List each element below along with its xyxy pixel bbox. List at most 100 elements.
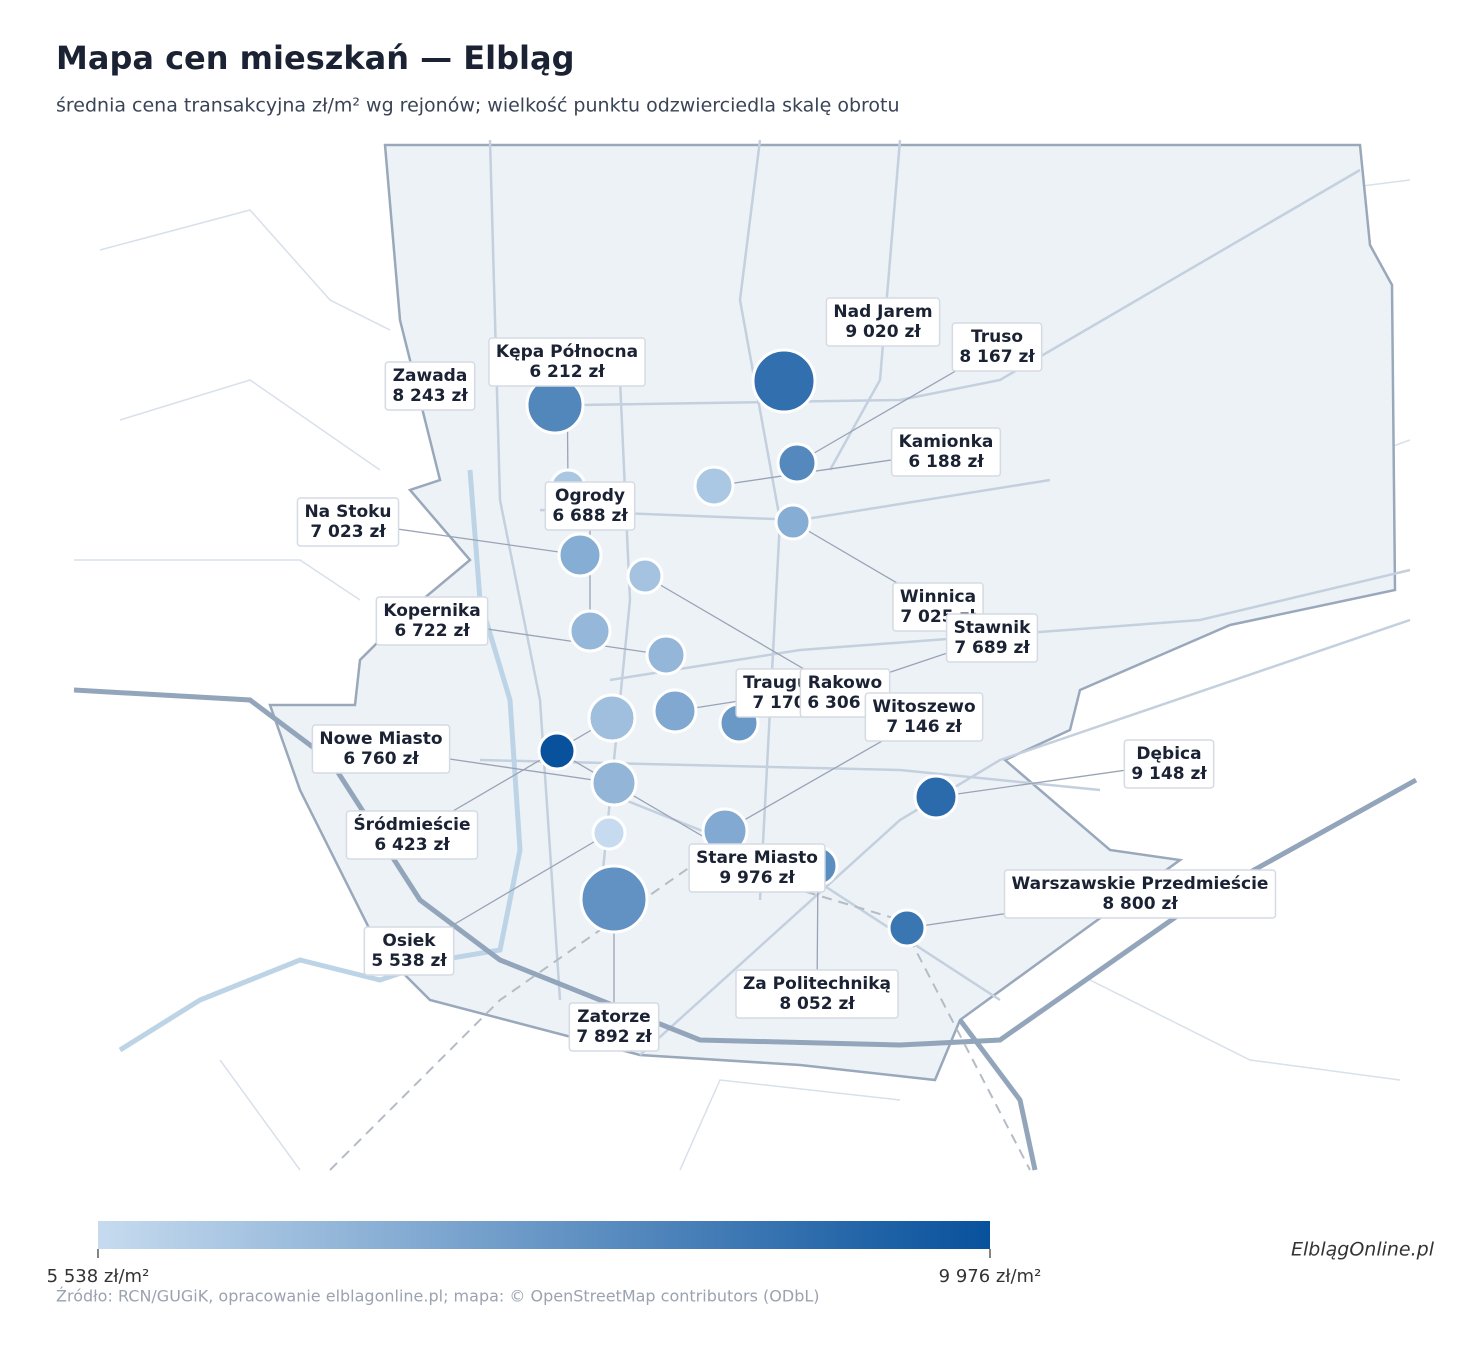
label-box bbox=[544, 481, 636, 531]
label-box bbox=[945, 613, 1039, 663]
district-name: Kępa Północna bbox=[496, 342, 638, 362]
district-name: Nowe Miasto bbox=[319, 729, 442, 749]
district-name: Witoszewo bbox=[872, 697, 975, 717]
district-price: 7 892 zł bbox=[576, 1027, 652, 1047]
district-name: Kopernika bbox=[383, 601, 480, 621]
colorbar bbox=[98, 1221, 990, 1249]
bubble bbox=[887, 908, 927, 948]
district-price: 9 976 zł bbox=[719, 868, 795, 888]
district-name: Osiek bbox=[382, 931, 436, 951]
label-box bbox=[345, 810, 479, 860]
bubble bbox=[652, 688, 698, 734]
label-box bbox=[951, 322, 1043, 372]
district-name: Warszawskie Przedmieście bbox=[1012, 874, 1269, 894]
district-price: 5 538 zł bbox=[371, 951, 447, 971]
district-price: 6 722 zł bbox=[394, 621, 470, 641]
district-name: Stawnik bbox=[954, 618, 1031, 638]
district-price: 6 760 zł bbox=[343, 749, 419, 769]
district-price: 6 306 zł bbox=[807, 693, 883, 713]
label-box bbox=[363, 926, 455, 976]
district-name: Dębica bbox=[1136, 744, 1201, 764]
chart-title: Mapa cen mieszkań — Elbląg bbox=[56, 39, 575, 77]
district-price: 8 052 zł bbox=[779, 994, 855, 1014]
district-name: Zatorze bbox=[577, 1007, 650, 1027]
district-price: 6 688 zł bbox=[552, 506, 628, 526]
label-box bbox=[1123, 739, 1215, 789]
bubble bbox=[587, 693, 637, 743]
river bbox=[118, 469, 523, 1053]
label-box bbox=[825, 297, 941, 347]
district-price: 6 423 zł bbox=[374, 835, 450, 855]
label-box bbox=[864, 692, 984, 742]
label-box bbox=[568, 1002, 660, 1052]
label-box bbox=[1003, 869, 1277, 919]
district-price: 9 148 zł bbox=[1131, 764, 1207, 784]
bubble bbox=[590, 759, 638, 807]
district-price: 7 023 zł bbox=[310, 522, 386, 542]
district-price: 7 689 zł bbox=[954, 638, 1030, 658]
label-box bbox=[375, 596, 489, 646]
district-price: 8 800 zł bbox=[1102, 894, 1178, 914]
district-price: 6 212 zł bbox=[529, 362, 605, 382]
logo: ElblągOnline.pl bbox=[1291, 1239, 1435, 1261]
label-box bbox=[488, 337, 646, 387]
main-road bbox=[73, 687, 1418, 1048]
district-name: Kamionka bbox=[899, 432, 994, 452]
bubble bbox=[913, 774, 959, 820]
district-name: Za Politechniką bbox=[743, 974, 891, 994]
label-box bbox=[735, 969, 899, 1019]
bubble bbox=[776, 442, 818, 484]
bubble bbox=[557, 532, 603, 578]
colorbar-tick-label: 5 538 zł/m² bbox=[47, 1266, 150, 1287]
label-box bbox=[311, 724, 451, 774]
district-name: Nad Jarem bbox=[833, 302, 932, 322]
label-box bbox=[384, 361, 476, 411]
district-name: Ogrody bbox=[555, 486, 625, 506]
district-name: Śródmieście bbox=[353, 813, 470, 835]
bubble bbox=[626, 557, 664, 595]
colorbar-tick-label: 9 976 zł/m² bbox=[939, 1266, 1042, 1287]
bubble bbox=[645, 634, 687, 676]
district-name: Rakowo bbox=[808, 673, 882, 693]
bubble bbox=[537, 731, 577, 771]
district-name: Truso bbox=[971, 327, 1023, 347]
bubble bbox=[579, 864, 649, 934]
bubble bbox=[751, 348, 817, 414]
source-note: Źródło: RCN/GUGiK, opracowanie elblagonl… bbox=[56, 1287, 820, 1306]
bubble bbox=[591, 815, 627, 851]
district-price: 6 188 zł bbox=[908, 452, 984, 472]
bubble bbox=[693, 465, 735, 507]
bubble bbox=[568, 609, 612, 653]
colorbar-ticks: 5 538 zł/m² 9 976 zł/m² bbox=[47, 1249, 1042, 1287]
district-name: Na Stoku bbox=[304, 502, 391, 522]
label-box bbox=[688, 843, 826, 893]
label-box bbox=[890, 427, 1002, 477]
district-name: Zawada bbox=[393, 366, 468, 386]
district-price: 7 146 zł bbox=[886, 717, 962, 737]
bubble bbox=[774, 503, 812, 541]
chart-subtitle: średnia cena transakcyjna zł/m² wg rejon… bbox=[56, 95, 900, 117]
district-price: 8 167 zł bbox=[959, 347, 1035, 367]
district-price: 9 020 zł bbox=[845, 322, 921, 342]
district-name: Winnica bbox=[900, 587, 976, 607]
district-name: Stare Miasto bbox=[696, 848, 818, 868]
